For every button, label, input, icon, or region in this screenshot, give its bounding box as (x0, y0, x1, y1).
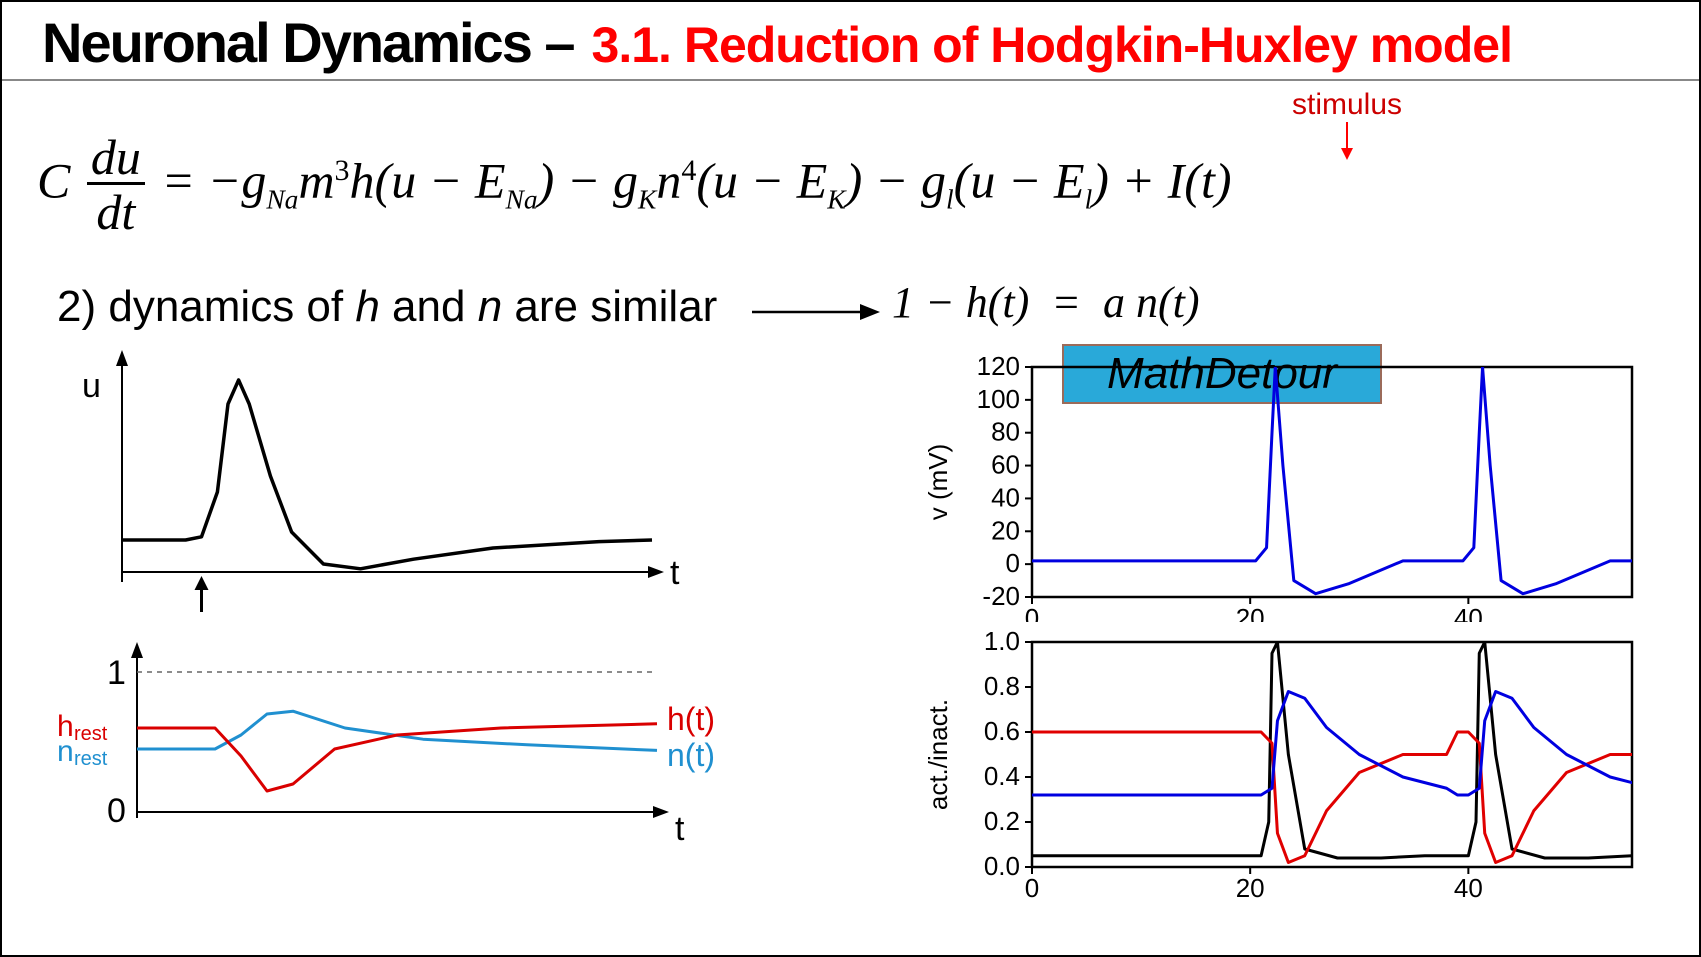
title-section: 3.1. Reduction of Hodgkin-Huxley model (592, 16, 1512, 74)
svg-text:v (mV): v (mV) (923, 444, 953, 521)
obs-prefix: 2) dynamics of (57, 282, 355, 331)
svg-text:0.4: 0.4 (984, 761, 1020, 791)
svg-text:h(t): h(t) (667, 701, 715, 737)
svg-text:rest: rest (74, 748, 108, 770)
svg-text:act./inact.: act./inact. (923, 699, 953, 810)
svg-text:t: t (675, 810, 685, 842)
svg-text:0: 0 (1025, 873, 1039, 903)
implies-arrow-icon (752, 297, 882, 327)
stimulus-arrow-icon (1337, 122, 1357, 162)
stimulus-label: stimulus (1292, 88, 1402, 122)
title-main: Neuronal Dynamics – (42, 10, 574, 75)
svg-text:0.0: 0.0 (984, 851, 1020, 881)
obs-mid: and (380, 282, 478, 331)
main-equation: C dudt = −gNam3h(u − ENa) − gKn4(u − EK)… (37, 132, 1232, 240)
observation-text: 2) dynamics of h and n are similar (57, 282, 717, 332)
svg-text:-20: -20 (982, 581, 1020, 611)
svg-text:1.0: 1.0 (984, 627, 1020, 656)
svg-text:40: 40 (991, 482, 1020, 512)
svg-text:n(t): n(t) (667, 737, 715, 773)
svg-text:u: u (82, 367, 101, 405)
svg-text:40: 40 (1454, 873, 1483, 903)
svg-text:20: 20 (991, 515, 1020, 545)
svg-text:0: 0 (1025, 603, 1039, 622)
hn-chart: 01hrestnresth(t)n(t)t (52, 642, 722, 842)
gating-chart: 0.0 0.2 0.4 0.6 0.8 1.0 0 20 40 act./inact. (922, 627, 1642, 907)
svg-text:0: 0 (107, 792, 126, 830)
svg-text:t: t (670, 554, 680, 592)
svg-text:20: 20 (1236, 603, 1265, 622)
svg-text:rest: rest (74, 723, 108, 745)
svg-text:80: 80 (991, 417, 1020, 447)
slide-title: Neuronal Dynamics – 3.1. Reduction of Ho… (2, 2, 1699, 81)
svg-text:100: 100 (977, 384, 1020, 414)
svg-text:0.6: 0.6 (984, 716, 1020, 746)
svg-text:40: 40 (1454, 603, 1483, 622)
obs-var2: n (478, 282, 502, 331)
svg-text:n: n (57, 735, 74, 768)
v-chart: -2002040608010012002040v (mV) (922, 347, 1642, 622)
svg-text:0.2: 0.2 (984, 806, 1020, 836)
svg-text:20: 20 (1236, 873, 1265, 903)
obs-var1: h (355, 282, 379, 331)
svg-text:0.8: 0.8 (984, 671, 1020, 701)
svg-text:0: 0 (1006, 548, 1020, 578)
svg-text:120: 120 (977, 351, 1020, 381)
obs-suffix: are similar (502, 282, 717, 331)
svg-text:60: 60 (991, 450, 1020, 480)
relation-equation: 1 − h(t) = a n(t) (892, 277, 1199, 328)
u-chart: ut (62, 342, 702, 632)
svg-text:1: 1 (107, 654, 126, 692)
